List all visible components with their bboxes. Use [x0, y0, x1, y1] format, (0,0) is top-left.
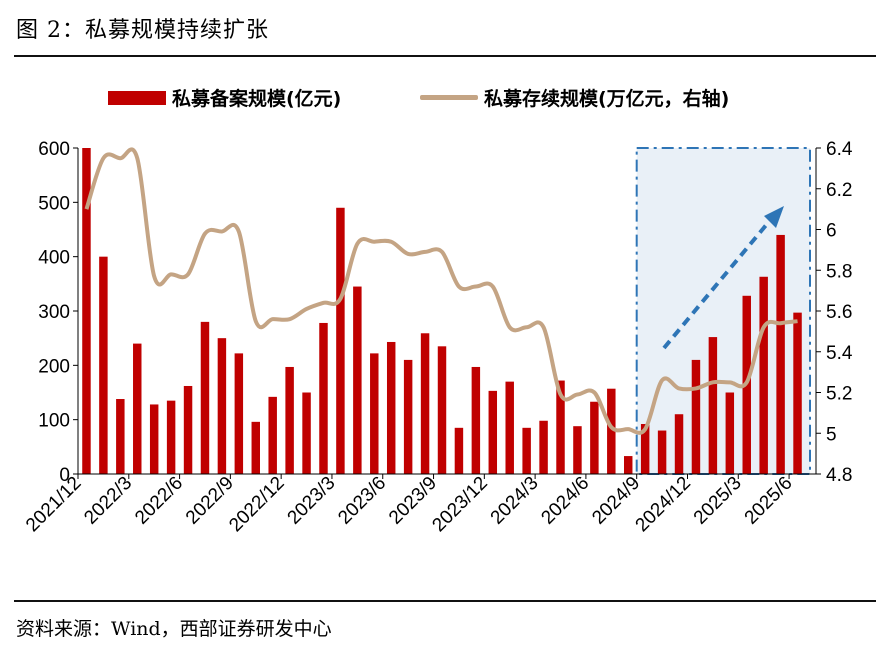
bar-2022/1 [99, 256, 108, 474]
x-tick-label: 2022/3 [80, 473, 136, 529]
x-tick-label: 2025/3 [690, 473, 746, 529]
bar-2024/10 [657, 430, 667, 474]
bar-2024/3 [539, 420, 548, 474]
bar-2025/6 [793, 312, 802, 474]
x-tick-label: 2023/3 [284, 473, 340, 529]
bar-2022/5 [166, 400, 176, 474]
x-tick-label: 2022/12 [225, 473, 288, 536]
bar-2023/6 [386, 341, 396, 474]
legend-bar-swatch [108, 90, 166, 105]
x-tick-label: 2022/6 [131, 473, 187, 529]
x-tick-label: 2023/12 [428, 473, 491, 536]
bar-2025/2 [725, 392, 735, 474]
bar-2023/4 [353, 286, 362, 474]
right-tick-label: 6 [826, 221, 837, 242]
right-tick-label: 5.6 [826, 302, 852, 323]
bar-2024/5 [573, 426, 582, 474]
line-series-stock-scale [84, 147, 798, 435]
bar-2023/11 [471, 366, 481, 474]
bar-2023/12 [488, 390, 498, 474]
bar-2021/12 [82, 148, 91, 474]
bar-2022/7 [200, 321, 210, 474]
bar-2025/4 [759, 276, 768, 474]
bar-2022/10 [251, 421, 260, 474]
bar-2023/5 [370, 353, 379, 474]
bar-2024/1 [505, 381, 514, 474]
legend-bar-item[interactable]: 私募备案规模(亿元) [108, 84, 341, 111]
source-note: 资料来源：Wind，西部证券研发中心 [16, 618, 332, 640]
bar-2022/11 [268, 396, 277, 474]
bar-2024/2 [522, 427, 531, 474]
chart-canvas: 0 100 200 300 400 500 600 4.8 5 5.2 5.4 5.6 5.8 6 6.2 6… [22, 139, 853, 536]
left-tick-label: 100 [38, 411, 70, 432]
bar-2025/5 [776, 234, 785, 474]
bar-2022/9 [234, 353, 244, 474]
chart-legend: 私募备案规模(亿元) 私募存续规模(万亿元，右轴) [0, 84, 894, 118]
left-tick-label: 400 [38, 248, 70, 269]
right-tick-label: 5.2 [826, 384, 852, 405]
left-tick-label: 600 [38, 139, 70, 160]
bar-2024/9 [640, 424, 650, 474]
bar-2022/3 [133, 343, 142, 474]
x-tick-label: 2025/6 [741, 473, 797, 529]
x-tick-label: 2023/6 [334, 473, 390, 529]
x-tick-label: 2024/6 [537, 473, 593, 529]
left-tick-label: 500 [38, 193, 70, 214]
bar-2023/8 [420, 333, 430, 474]
right-tick-label: 5.4 [826, 343, 853, 364]
left-tick-label: 200 [38, 356, 70, 377]
legend-line-swatch [420, 95, 478, 100]
trend-arrow-shaft [662, 216, 774, 350]
bar-2024/12 [691, 359, 701, 474]
right-tick-label: 6.2 [826, 180, 852, 201]
legend-bar-label: 私募备案规模(亿元) [172, 88, 342, 110]
bar-2024/6 [590, 401, 599, 474]
right-tick-label: 5 [826, 424, 837, 445]
bar-2022/6 [183, 385, 193, 474]
bar-2022/12 [285, 366, 294, 474]
figure-title: 图 2：私募规模持续扩张 [16, 18, 269, 43]
right-tick-label: 5.8 [826, 261, 852, 282]
x-tick-label: 2024/3 [487, 473, 543, 529]
bar-2023/1 [302, 392, 311, 474]
bar-2023/2 [319, 322, 328, 474]
bar-2023/9 [437, 346, 447, 474]
bar-2025/1 [708, 337, 718, 474]
left-tick-label: 0 [59, 465, 70, 486]
bar-2023/10 [454, 427, 464, 474]
bar-2022/4 [149, 404, 159, 474]
legend-line-label: 私募存续规模(万亿元，右轴) [484, 88, 730, 110]
right-tick-label: 6.4 [826, 139, 853, 160]
bar-2023/7 [403, 359, 413, 474]
left-tick-label: 300 [38, 302, 70, 323]
top-rule [14, 55, 876, 57]
bar-2024/11 [674, 414, 684, 474]
bottom-rule [14, 600, 876, 602]
bar-2023/3 [336, 207, 345, 474]
x-tick-label: 2024/12 [632, 473, 695, 536]
legend-line-item[interactable]: 私募存续规模(万亿元，右轴) [420, 84, 729, 111]
bar-2024/4 [556, 380, 565, 474]
x-tick-label: 2021/12 [22, 473, 85, 536]
bar-2022/2 [116, 399, 125, 474]
bar-2024/8 [624, 456, 633, 474]
right-tick-label: 4.8 [826, 465, 852, 486]
bar-2024/7 [607, 388, 616, 474]
trend-arrow-head [764, 206, 784, 228]
bar-2022/8 [217, 338, 227, 474]
